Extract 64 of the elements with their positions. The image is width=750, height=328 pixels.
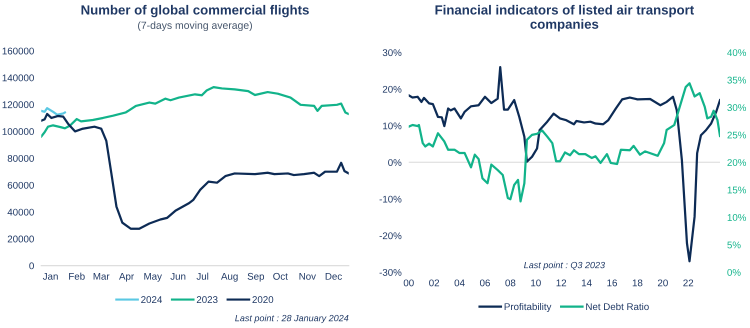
y-tick-label: 0: [29, 262, 34, 270]
x-tick-label: Dec: [326, 272, 342, 280]
y-tick-label: 100000: [2, 128, 34, 136]
x-tick-label: 14: [582, 280, 592, 286]
y-tick-label: 120000: [2, 101, 34, 108]
y2-tick-label: 20%: [727, 159, 746, 166]
y-tick-label: 60000: [8, 182, 34, 189]
line-series: [41, 107, 66, 116]
x-tick-label: 08: [505, 279, 516, 286]
x-tick-label: Nov: [300, 272, 316, 280]
legend-label: 2023: [196, 296, 218, 304]
line-series: [408, 82, 720, 202]
x-tick-label: Feb: [69, 272, 85, 280]
x-tick-label: 04: [454, 279, 465, 286]
x-tick-label: Mar: [94, 272, 110, 280]
x-tick-label: 18: [632, 279, 642, 286]
y-tick-label: 10%: [383, 122, 402, 130]
x-tick-label: Jan: [42, 272, 58, 280]
x-tick-label: 16: [607, 279, 617, 286]
legend-label: Profitability: [504, 302, 552, 312]
x-tick-label: Apr: [119, 272, 134, 282]
x-tick-label: Jul: [196, 272, 208, 280]
y2-tick-label: 40%: [727, 49, 746, 56]
y-tick-label: 80000: [8, 154, 34, 162]
y-tick-label: -20%: [380, 232, 402, 240]
text: Last point : 28 January 2024: [235, 314, 348, 324]
y-tick-label: 30%: [382, 49, 402, 56]
line-series: [41, 112, 349, 230]
annotation: Last point : Q3 2023: [524, 262, 605, 270]
y-tick-label: -30%: [380, 268, 402, 276]
chart-title: Financial indicators of listed air transport companies: [435, 4, 694, 32]
y-tick-label: 20%: [382, 86, 402, 93]
y2-tick-label: 30%: [727, 104, 746, 112]
line-series: [41, 86, 349, 138]
y2-tick-label: 35%: [727, 76, 746, 84]
y2-tick-label: 15%: [728, 186, 746, 194]
x-tick-label: May: [144, 272, 162, 282]
y-tick-label: -10%: [380, 196, 402, 203]
x-tick-label: Sep: [248, 272, 264, 282]
x-tick-label: 02: [429, 279, 440, 286]
x-tick-label: 22: [683, 279, 694, 286]
legend-label: 2020: [252, 296, 274, 304]
y2-tick-label: 25%: [727, 132, 746, 139]
x-tick-label: Aug: [221, 272, 238, 282]
x-tick-label: 12: [556, 279, 566, 286]
x-tick-label: 20: [658, 279, 668, 286]
y2-tick-label: 0%: [727, 268, 741, 276]
x-tick-label: Oct: [273, 272, 288, 280]
chart-subtitle: (7-days moving average): [138, 21, 252, 32]
legend-label: Net Debt Ratio: [586, 302, 649, 310]
x-tick-label: 00: [404, 279, 414, 286]
x-tick-label: Jun: [170, 272, 186, 280]
x-tick-label: 10: [531, 279, 541, 286]
chart-title: Number of global commercial flights: [82, 4, 309, 18]
legend-label: 2024: [141, 296, 162, 304]
y-tick-label: 160000: [2, 48, 34, 54]
y2-tick-label: 10%: [728, 214, 746, 221]
line-series: [408, 66, 720, 262]
y-tick-label: 20000: [8, 236, 34, 242]
y2-tick-label: 5%: [727, 242, 741, 248]
y-tick-label: 0%: [388, 159, 402, 166]
x-tick-label: 06: [480, 279, 490, 286]
y-tick-label: 140000: [2, 74, 34, 82]
y-tick-label: 40000: [7, 208, 34, 216]
